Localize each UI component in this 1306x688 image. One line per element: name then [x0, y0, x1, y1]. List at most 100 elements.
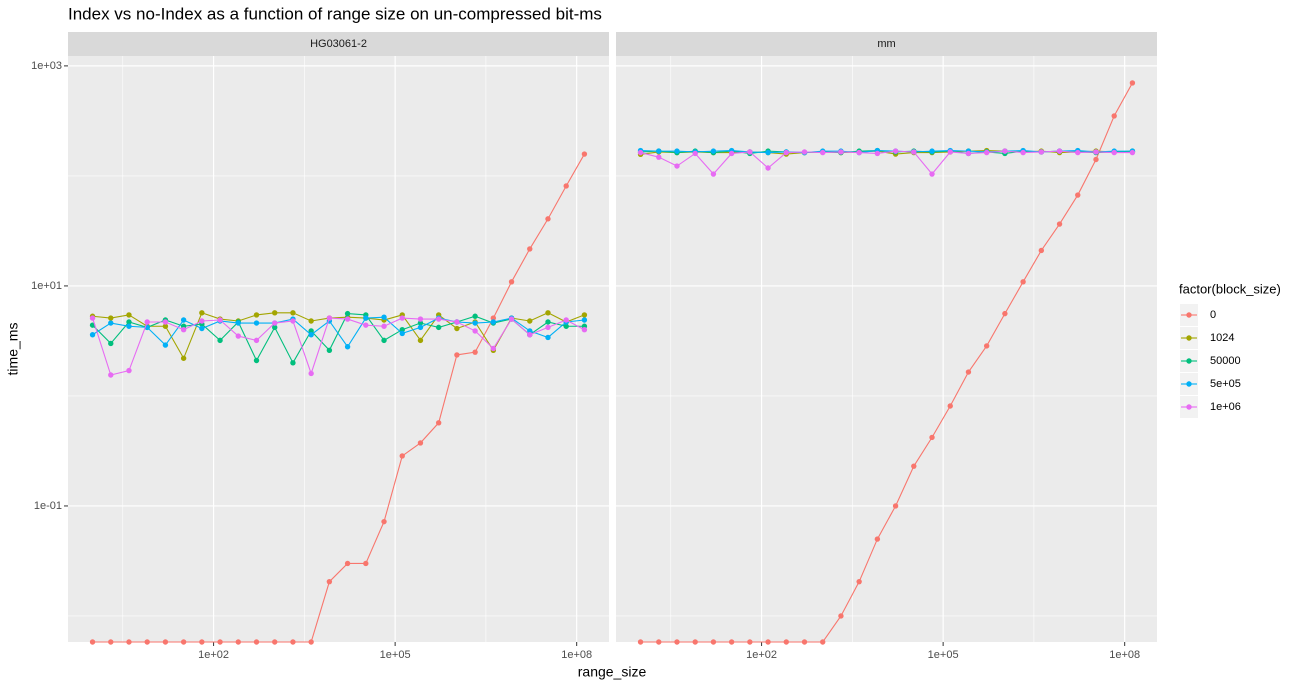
data-point: [983, 343, 990, 349]
data-point: [89, 315, 96, 321]
data-point: [1111, 113, 1117, 119]
data-point: [126, 639, 132, 645]
data-point: [126, 312, 132, 318]
data-point: [235, 333, 241, 339]
data-point: [399, 315, 405, 321]
data-point: [508, 316, 515, 322]
data-point: [856, 578, 862, 585]
data-point: [399, 327, 405, 333]
data-point: [710, 148, 717, 154]
data-point: [272, 324, 278, 331]
data-point: [180, 327, 187, 333]
strip-background: [68, 32, 609, 56]
data-point: [710, 639, 717, 645]
data-point: [545, 324, 551, 331]
data-point: [253, 639, 260, 645]
data-point: [144, 639, 150, 645]
data-point: [381, 323, 387, 329]
data-point: [747, 639, 753, 645]
data-point: [399, 330, 405, 337]
data-point: [527, 328, 533, 334]
x-tick-label: 1e+08: [561, 649, 592, 661]
data-point: [783, 639, 789, 645]
x-tick-label: 1e+08: [1109, 649, 1140, 661]
data-point: [1020, 149, 1026, 156]
data-point: [199, 325, 205, 332]
data-point: [545, 216, 551, 222]
data-point: [435, 420, 442, 426]
series-line: [92, 317, 585, 376]
data-point: [656, 154, 662, 160]
data-point: [253, 312, 260, 318]
legend-point: [1186, 358, 1192, 364]
data-point: [326, 347, 333, 353]
data-point: [490, 315, 497, 321]
data-point: [217, 317, 223, 323]
data-point: [381, 314, 387, 320]
data-point: [344, 316, 351, 322]
data-point: [454, 319, 460, 325]
legend-label: 1024: [1210, 332, 1234, 344]
series-line: [92, 153, 585, 643]
data-point: [272, 310, 278, 316]
data-point: [472, 349, 478, 355]
data-point: [308, 370, 314, 377]
legend-title: factor(block_size): [1179, 281, 1281, 296]
data-point: [947, 403, 953, 409]
y-tick-label: 1e+01: [31, 280, 62, 292]
data-point: [126, 323, 132, 329]
strip-background: [616, 32, 1157, 56]
data-point: [435, 316, 442, 322]
data-point: [838, 613, 844, 619]
data-point: [162, 639, 169, 645]
data-point: [710, 171, 717, 177]
data-point: [1038, 149, 1045, 155]
data-point: [108, 639, 114, 645]
data-point: [417, 337, 424, 344]
data-point: [929, 434, 935, 441]
data-point: [545, 319, 551, 325]
series-line: [640, 150, 1133, 175]
data-point: [801, 149, 808, 155]
data-point: [272, 320, 278, 326]
data-point: [838, 149, 844, 155]
data-point: [162, 319, 169, 325]
data-point: [983, 149, 990, 156]
data-point: [308, 332, 314, 338]
y-axis-label: time_ms: [5, 323, 21, 376]
data-point: [874, 150, 881, 157]
data-point: [1038, 247, 1045, 254]
data-point: [199, 639, 205, 645]
data-point: [490, 345, 497, 352]
data-point: [308, 318, 314, 324]
data-point: [217, 337, 223, 344]
data-point: [199, 310, 205, 316]
data-point: [108, 372, 114, 378]
data-point: [911, 149, 917, 155]
data-point: [674, 148, 680, 154]
data-point: [381, 337, 387, 344]
data-point: [235, 320, 241, 326]
data-point: [545, 310, 551, 316]
legend-label: 1e+06: [1210, 401, 1241, 413]
data-point: [581, 151, 588, 157]
legend-label: 0: [1210, 309, 1216, 321]
data-point: [965, 369, 972, 375]
data-point: [162, 323, 169, 329]
x-tick-label: 1e+02: [198, 649, 229, 661]
data-point: [126, 319, 132, 325]
panel-background: [616, 56, 1157, 642]
data-point: [363, 315, 369, 321]
y-tick-label: 1e-01: [34, 500, 62, 512]
data-point: [417, 316, 424, 322]
data-point: [253, 357, 260, 364]
data-point: [144, 319, 150, 325]
data-point: [344, 560, 351, 567]
data-point: [417, 320, 424, 326]
data-point: [674, 163, 680, 169]
x-tick-label: 1e+05: [380, 649, 411, 661]
data-point: [581, 312, 588, 318]
data-point: [363, 560, 369, 567]
data-point: [108, 320, 114, 326]
